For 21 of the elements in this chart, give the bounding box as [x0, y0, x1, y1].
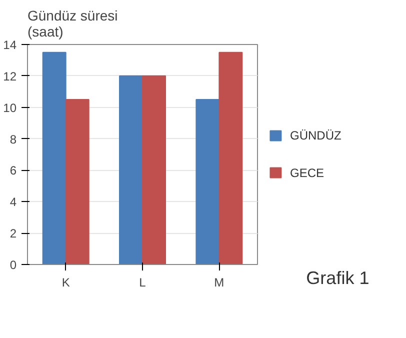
y-tick-label: 8 [10, 132, 17, 146]
legend-label: GÜNDÜZ [290, 128, 342, 143]
y-tick-label: 14 [3, 38, 17, 52]
y-tick-label: 6 [10, 164, 17, 178]
y-axis-title: Gündüz süresi (saat) [28, 8, 118, 40]
y-tick-label: 4 [10, 195, 17, 210]
bar [142, 75, 166, 264]
legend-label: GECE [290, 166, 324, 180]
x-tick-label: M [214, 276, 224, 290]
y-tick-label: 0 [10, 258, 17, 272]
y-tick-label: 2 [10, 226, 17, 241]
bar [196, 99, 220, 264]
y-tick-label: 12 [3, 69, 17, 84]
bar [218, 52, 243, 264]
y-tick-label: 10 [3, 100, 17, 115]
bar [42, 52, 66, 264]
x-tick-label: L [139, 276, 146, 290]
bar [65, 99, 90, 264]
x-tick-label: K [62, 276, 70, 290]
bar [119, 75, 143, 264]
text: Grafik 1 [306, 268, 370, 288]
